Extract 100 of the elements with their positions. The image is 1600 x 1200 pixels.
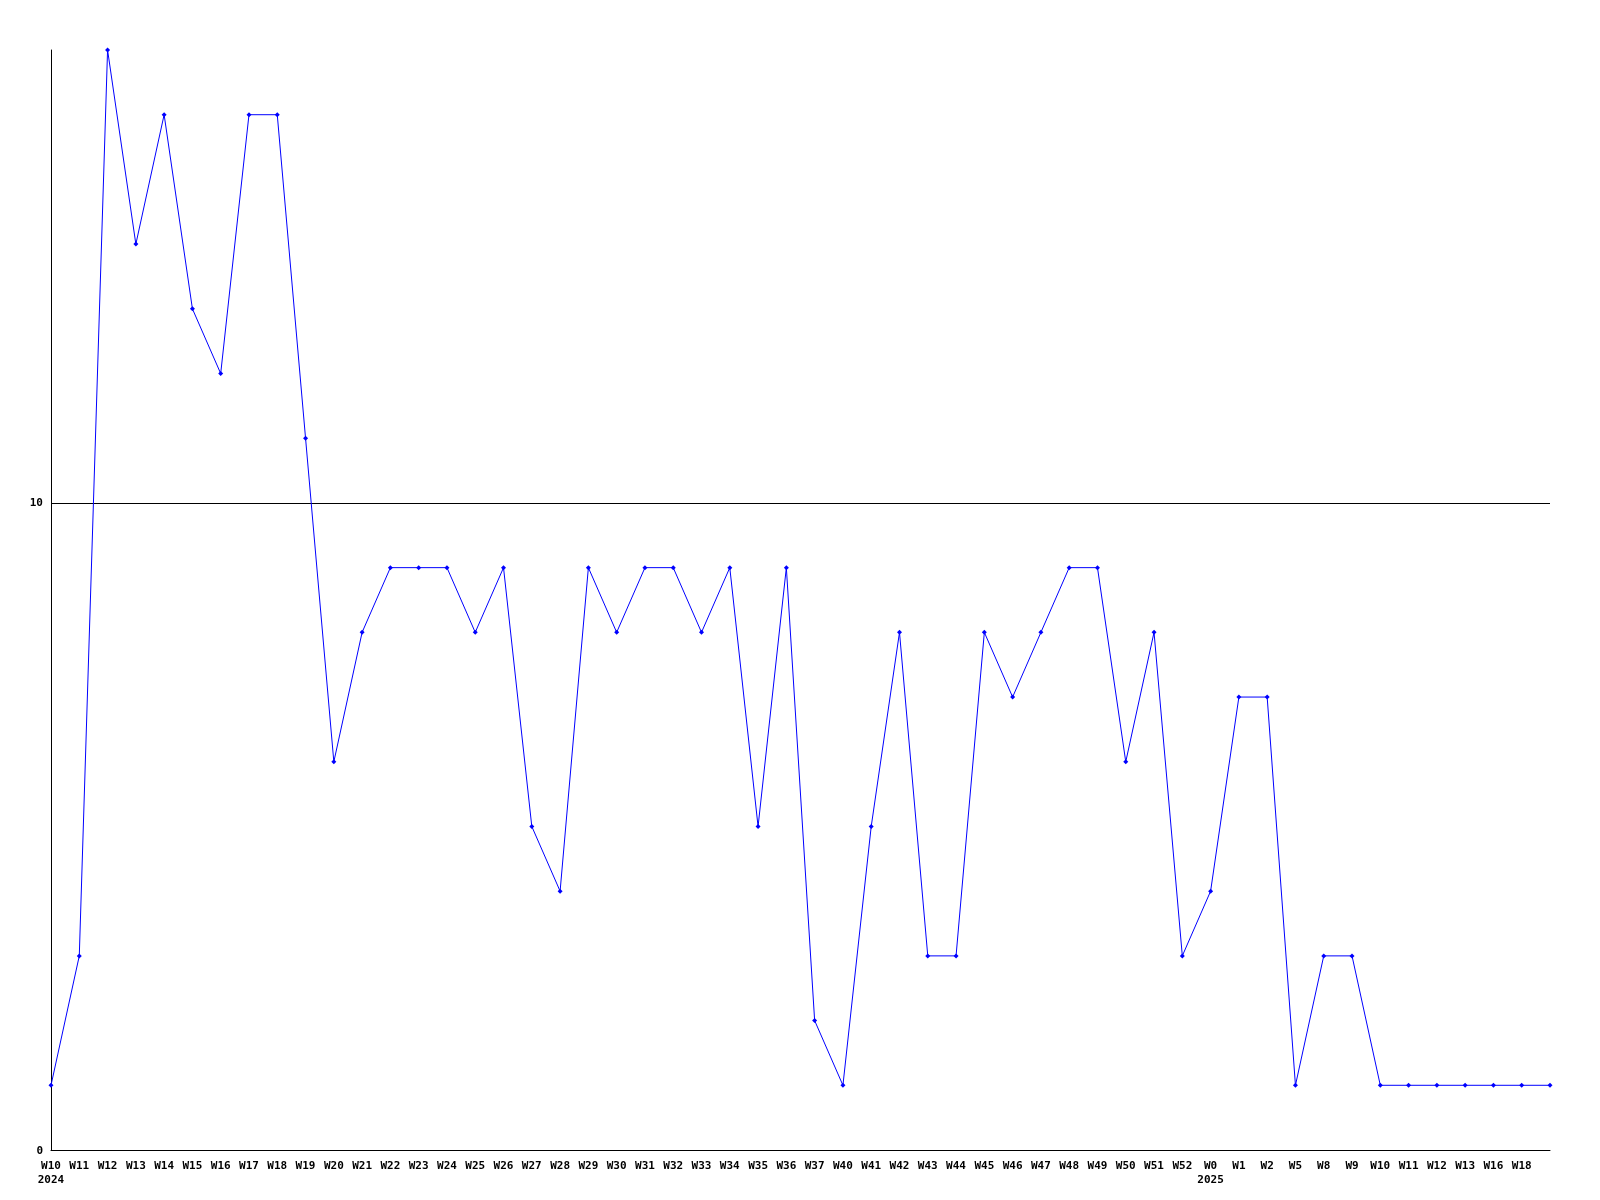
point: [981, 629, 987, 635]
x-tick-label: W26: [493, 1158, 514, 1172]
x-tick-label: W19: [295, 1158, 316, 1172]
point: [557, 888, 563, 894]
point: [1151, 629, 1157, 635]
point: [1066, 565, 1072, 571]
x-tick-label: W24: [437, 1158, 458, 1172]
point: [1519, 1082, 1525, 1088]
x-tick-label: W45: [974, 1158, 995, 1172]
x-tick-label: W14: [154, 1158, 175, 1172]
point: [614, 629, 620, 635]
y-tick-label: 0: [36, 1143, 43, 1157]
x-tick-label: W15: [182, 1158, 203, 1172]
point: [670, 565, 676, 571]
point: [444, 565, 450, 571]
point: [416, 565, 422, 571]
point: [1434, 1082, 1440, 1088]
x-tick-label: W13: [125, 1158, 146, 1172]
x-tick-label: W34: [719, 1158, 741, 1172]
x-tick-label: W27: [521, 1158, 542, 1172]
x-tick-label: W41: [861, 1158, 882, 1172]
x-tick-label: W52: [1172, 1158, 1193, 1172]
point: [161, 112, 167, 118]
point: [783, 565, 789, 571]
x-tick-label: W23: [408, 1158, 429, 1172]
point: [274, 112, 280, 118]
x-tick-label: W16: [1483, 1158, 1504, 1172]
point: [189, 306, 195, 312]
point: [1179, 953, 1185, 959]
point: [246, 112, 252, 118]
x-tick-label: W18: [1511, 1158, 1532, 1172]
x-tick-label: W36: [776, 1158, 797, 1172]
point: [501, 565, 507, 571]
x-tick-label: W0 2025: [1197, 1158, 1224, 1186]
point: [840, 1082, 846, 1088]
point: [359, 629, 365, 635]
x-tick-label: W17: [239, 1158, 259, 1172]
x-tick-label: W13: [1455, 1158, 1476, 1172]
x-tick-label: W16: [210, 1158, 232, 1172]
point: [699, 629, 705, 635]
x-tick-label: W20: [323, 1158, 344, 1172]
point: [1292, 1082, 1298, 1088]
point: [755, 823, 761, 829]
point: [1490, 1082, 1496, 1088]
point: [303, 435, 309, 441]
x-tick-label: W40: [832, 1158, 853, 1172]
x-tick-label: W46: [1002, 1158, 1023, 1172]
point: [1236, 694, 1242, 700]
y-tick-label: 10: [29, 496, 43, 510]
point: [218, 371, 224, 377]
point: [105, 47, 111, 53]
x-tick-label: W5: [1288, 1158, 1303, 1172]
x-tick-label: W29: [578, 1158, 599, 1172]
x-tick-label: W42: [889, 1158, 910, 1172]
x-tick-label: W37: [804, 1158, 825, 1172]
x-tick-label: W32: [663, 1158, 684, 1172]
point: [1264, 694, 1270, 700]
x-tick-label: W21: [352, 1158, 373, 1172]
point: [331, 759, 337, 765]
point: [868, 823, 874, 829]
point: [925, 953, 931, 959]
x-tick-label: W35: [748, 1158, 769, 1172]
x-tick-label: W22: [380, 1158, 401, 1172]
point: [812, 1018, 818, 1024]
x-tick-label: W9: [1345, 1158, 1359, 1172]
point: [953, 953, 959, 959]
x-tick-label: W12: [97, 1158, 118, 1172]
x-tick-label: W50: [1115, 1158, 1136, 1172]
point: [1377, 1082, 1383, 1088]
point: [133, 241, 139, 247]
x-tick-label: W47: [1030, 1158, 1051, 1172]
x-tick-label: W11: [1398, 1158, 1419, 1172]
x-tick-label: W51: [1144, 1158, 1165, 1172]
x-tick-label: W25: [465, 1158, 486, 1172]
point: [585, 565, 591, 571]
point: [1321, 953, 1327, 959]
point: [1094, 565, 1100, 571]
point: [1010, 694, 1016, 700]
point: [76, 953, 82, 959]
x-tick-label: W31: [635, 1158, 656, 1172]
point: [1547, 1082, 1553, 1088]
x-tick-label: W18: [267, 1158, 288, 1172]
x-tick-label: W33: [691, 1158, 712, 1172]
point: [472, 629, 478, 635]
point: [896, 629, 902, 635]
point: [1406, 1082, 1412, 1088]
point: [642, 565, 648, 571]
point: [1208, 888, 1214, 894]
x-tick-label: W49: [1087, 1158, 1108, 1172]
x-tick-label: W8: [1317, 1158, 1331, 1172]
x-tick-label: W28: [550, 1158, 571, 1172]
point: [727, 565, 733, 571]
x-tick-label: W43: [917, 1158, 938, 1172]
point: [387, 565, 393, 571]
x-tick-label: W10 2024: [37, 1158, 65, 1186]
point: [1349, 953, 1355, 959]
x-tick-label: W30: [606, 1158, 627, 1172]
x-tick-label: W1: [1232, 1158, 1246, 1172]
point: [529, 823, 535, 829]
x-tick-label: W44: [946, 1158, 967, 1172]
